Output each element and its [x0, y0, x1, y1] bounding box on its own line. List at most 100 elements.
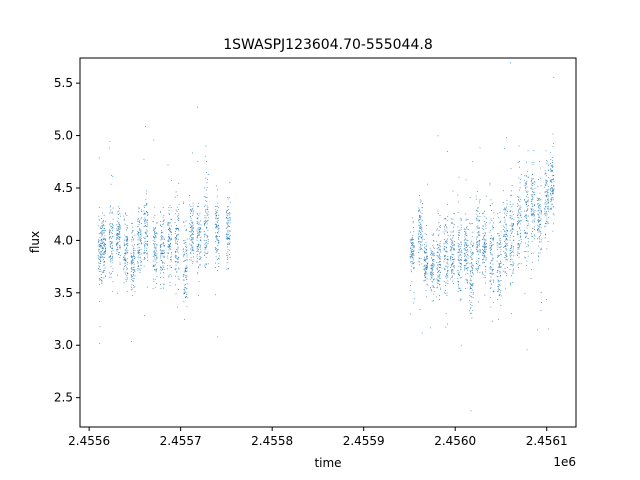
data-point — [466, 218, 468, 220]
data-point — [190, 252, 191, 254]
data-point — [530, 208, 532, 210]
data-point — [485, 259, 487, 261]
data-point — [490, 234, 492, 236]
data-point — [205, 226, 207, 228]
data-point — [552, 166, 554, 168]
data-point — [133, 261, 134, 263]
data-point — [101, 243, 103, 244]
data-point — [206, 208, 208, 210]
data-point — [500, 248, 502, 250]
data-point — [112, 227, 114, 229]
data-point — [471, 317, 473, 319]
data-point — [538, 220, 540, 222]
data-point — [533, 150, 535, 151]
data-point — [139, 234, 141, 235]
data-point — [140, 217, 142, 219]
data-point — [431, 277, 433, 279]
data-point — [99, 279, 101, 281]
data-point — [531, 212, 533, 214]
data-point — [511, 224, 513, 226]
data-point — [438, 264, 440, 265]
data-point — [145, 236, 147, 238]
data-point — [500, 266, 502, 268]
data-point — [192, 224, 194, 226]
data-point — [537, 202, 539, 204]
data-point — [467, 257, 469, 259]
data-point — [218, 217, 220, 219]
data-point — [137, 244, 139, 246]
data-point — [200, 251, 202, 253]
data-point — [531, 182, 533, 184]
data-point — [530, 201, 532, 202]
data-point — [204, 224, 205, 226]
data-point — [138, 224, 140, 225]
data-point — [484, 245, 486, 247]
data-point — [126, 266, 127, 268]
data-point — [463, 253, 465, 254]
data-point — [470, 288, 472, 289]
data-point — [458, 255, 460, 257]
data-point — [552, 166, 554, 168]
data-point — [145, 125, 146, 127]
data-point — [177, 276, 179, 278]
data-point — [458, 250, 460, 252]
data-point — [175, 239, 176, 241]
data-point — [446, 251, 448, 253]
data-point — [510, 282, 512, 284]
data-point — [517, 254, 518, 256]
data-point — [155, 254, 156, 256]
data-point — [485, 246, 487, 248]
data-point — [499, 247, 501, 249]
data-point — [170, 207, 172, 208]
data-point — [98, 233, 100, 234]
data-point — [140, 249, 142, 250]
data-point — [207, 173, 209, 175]
data-point — [469, 308, 471, 310]
data-point — [538, 217, 540, 219]
data-point — [206, 172, 207, 174]
data-point — [520, 243, 522, 245]
data-point — [424, 267, 426, 269]
data-point — [451, 269, 453, 271]
data-point — [489, 184, 491, 186]
data-point — [517, 233, 519, 235]
y-tick-label: 4.5 — [54, 181, 73, 195]
data-point — [176, 250, 178, 252]
data-point — [193, 234, 194, 236]
y-axis-label: flux — [28, 231, 42, 253]
data-point — [503, 212, 505, 214]
data-point — [420, 237, 422, 239]
data-point — [551, 185, 552, 186]
data-point — [492, 263, 494, 265]
data-point — [177, 252, 179, 254]
data-point — [109, 233, 110, 235]
data-point — [518, 248, 520, 250]
data-point — [526, 219, 527, 221]
data-point — [538, 241, 540, 243]
data-point — [145, 233, 147, 235]
data-point — [144, 247, 146, 249]
data-point — [443, 218, 445, 220]
data-point — [153, 266, 155, 267]
data-point — [185, 242, 187, 243]
data-point — [118, 226, 119, 227]
data-point — [420, 230, 422, 232]
data-point — [439, 246, 441, 248]
data-point — [433, 258, 435, 260]
data-point — [518, 221, 520, 223]
data-point — [546, 213, 548, 215]
data-point — [186, 256, 188, 258]
data-point — [509, 239, 511, 241]
data-point — [190, 252, 192, 254]
data-point — [465, 252, 467, 254]
data-point — [439, 258, 441, 260]
data-point — [496, 275, 498, 277]
data-point — [161, 260, 162, 261]
data-point — [478, 257, 480, 259]
data-point — [545, 214, 546, 216]
data-point — [145, 240, 147, 242]
data-point — [545, 179, 547, 181]
data-point — [550, 159, 552, 160]
data-point — [467, 219, 469, 220]
data-point — [469, 283, 471, 285]
